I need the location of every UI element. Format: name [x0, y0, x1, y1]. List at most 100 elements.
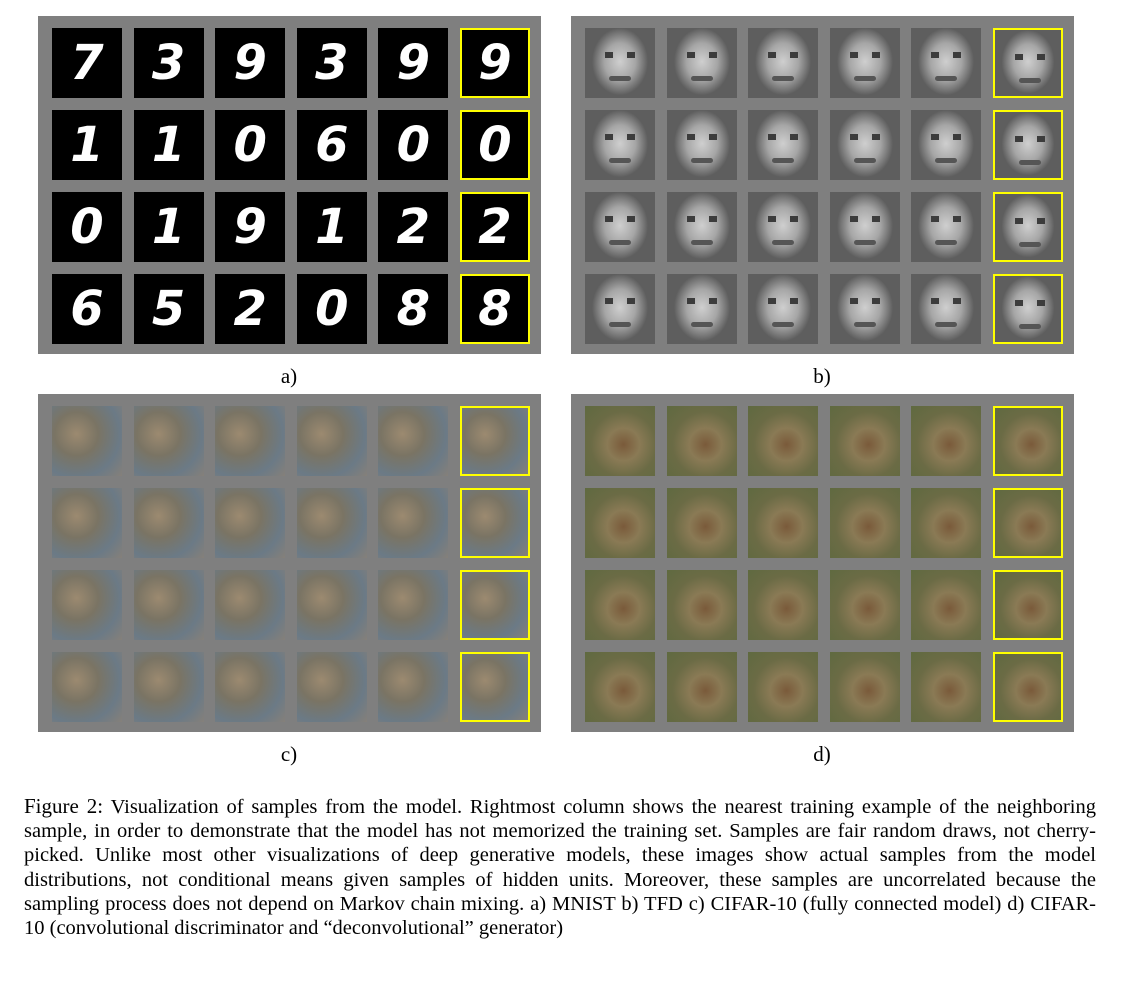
cifar-conv-sample-grid [585, 406, 1063, 722]
mnist-sample: 1 [133, 192, 204, 262]
cifar-sample [911, 488, 982, 558]
cifar-sample [748, 570, 819, 640]
cifar-nearest-training-example [459, 652, 530, 722]
cifar-sample [133, 488, 204, 558]
cifar-nearest-training-example [459, 570, 530, 640]
cifar-sample [52, 488, 122, 558]
cifar-sample [585, 570, 655, 640]
cifar-sample [748, 488, 819, 558]
figure-caption: Figure 2: Visualization of samples from … [24, 794, 1096, 940]
face-sample [585, 28, 655, 98]
cifar-sample [52, 652, 122, 722]
face-sample [585, 192, 655, 262]
face-sample [748, 110, 819, 180]
mnist-nearest-training-example: 8 [459, 274, 530, 344]
mnist-sample-grid: 7 3 9 3 9 9 1 1 0 6 0 0 0 1 9 1 2 2 6 5 … [52, 28, 530, 344]
cifar-sample [133, 570, 204, 640]
mnist-sample: 0 [52, 192, 122, 262]
cifar-sample [748, 652, 819, 722]
face-sample [585, 274, 655, 344]
face-sample [911, 110, 982, 180]
face-sample [748, 274, 819, 344]
cifar-sample [52, 406, 122, 476]
face-sample [829, 192, 900, 262]
cifar-sample [829, 570, 900, 640]
cifar-sample [52, 570, 122, 640]
panel-label-a: a) [280, 364, 298, 388]
cifar-nearest-training-example [459, 488, 530, 558]
mnist-sample: 3 [133, 28, 204, 98]
panel-label-c: c) [280, 742, 298, 766]
mnist-nearest-training-example: 0 [459, 110, 530, 180]
mnist-nearest-training-example: 9 [459, 28, 530, 98]
cifar-sample [911, 406, 982, 476]
face-nearest-training-example [992, 28, 1063, 98]
face-nearest-training-example [992, 110, 1063, 180]
mnist-sample: 1 [52, 110, 122, 180]
cifar-fc-sample-grid [52, 406, 530, 722]
mnist-nearest-training-example: 2 [459, 192, 530, 262]
face-sample [911, 192, 982, 262]
cifar-nearest-training-example [992, 488, 1063, 558]
cifar-sample [133, 406, 204, 476]
face-sample [666, 28, 737, 98]
cifar-sample [296, 488, 367, 558]
mnist-sample-panel: 7 3 9 3 9 9 1 1 0 6 0 0 0 1 9 1 2 2 6 5 … [38, 16, 541, 354]
figure-label: Figure 2: [24, 794, 104, 818]
mnist-sample: 0 [378, 110, 449, 180]
mnist-sample: 5 [133, 274, 204, 344]
mnist-sample: 9 [215, 192, 286, 262]
cifar-sample [585, 488, 655, 558]
face-nearest-training-example [992, 274, 1063, 344]
cifar-sample [215, 570, 286, 640]
tfd-sample-panel [571, 16, 1074, 354]
cifar-sample [133, 652, 204, 722]
face-sample [829, 110, 900, 180]
face-sample [748, 28, 819, 98]
mnist-sample: 0 [296, 274, 367, 344]
mnist-sample: 8 [378, 274, 449, 344]
mnist-sample: 3 [296, 28, 367, 98]
cifar-sample [585, 652, 655, 722]
cifar-sample [829, 406, 900, 476]
cifar-conv-sample-panel [571, 394, 1074, 732]
mnist-sample: 9 [378, 28, 449, 98]
face-sample [666, 274, 737, 344]
cifar-sample [666, 488, 737, 558]
cifar-sample [911, 570, 982, 640]
mnist-sample: 0 [215, 110, 286, 180]
cifar-sample [378, 488, 449, 558]
mnist-sample: 6 [52, 274, 122, 344]
panel-label-d: d) [813, 742, 831, 766]
cifar-sample [215, 652, 286, 722]
cifar-sample [378, 652, 449, 722]
cifar-sample [911, 652, 982, 722]
tfd-sample-grid [585, 28, 1063, 344]
cifar-sample [296, 570, 367, 640]
face-sample [748, 192, 819, 262]
panel-label-b: b) [813, 364, 831, 388]
cifar-fc-sample-panel [38, 394, 541, 732]
cifar-sample [296, 406, 367, 476]
cifar-sample [378, 406, 449, 476]
cifar-sample [666, 570, 737, 640]
cifar-sample [585, 406, 655, 476]
mnist-sample: 9 [215, 28, 286, 98]
mnist-sample: 1 [133, 110, 204, 180]
face-sample [911, 274, 982, 344]
cifar-nearest-training-example [459, 406, 530, 476]
cifar-sample [829, 488, 900, 558]
face-sample [911, 28, 982, 98]
cifar-sample [666, 652, 737, 722]
caption-text: Visualization of samples from the model.… [24, 796, 1096, 940]
cifar-nearest-training-example [992, 406, 1063, 476]
face-nearest-training-example [992, 192, 1063, 262]
face-sample [585, 110, 655, 180]
mnist-sample: 2 [215, 274, 286, 344]
cifar-sample [296, 652, 367, 722]
mnist-sample: 6 [296, 110, 367, 180]
cifar-sample [748, 406, 819, 476]
mnist-sample: 1 [296, 192, 367, 262]
cifar-sample [215, 488, 286, 558]
face-sample [666, 110, 737, 180]
